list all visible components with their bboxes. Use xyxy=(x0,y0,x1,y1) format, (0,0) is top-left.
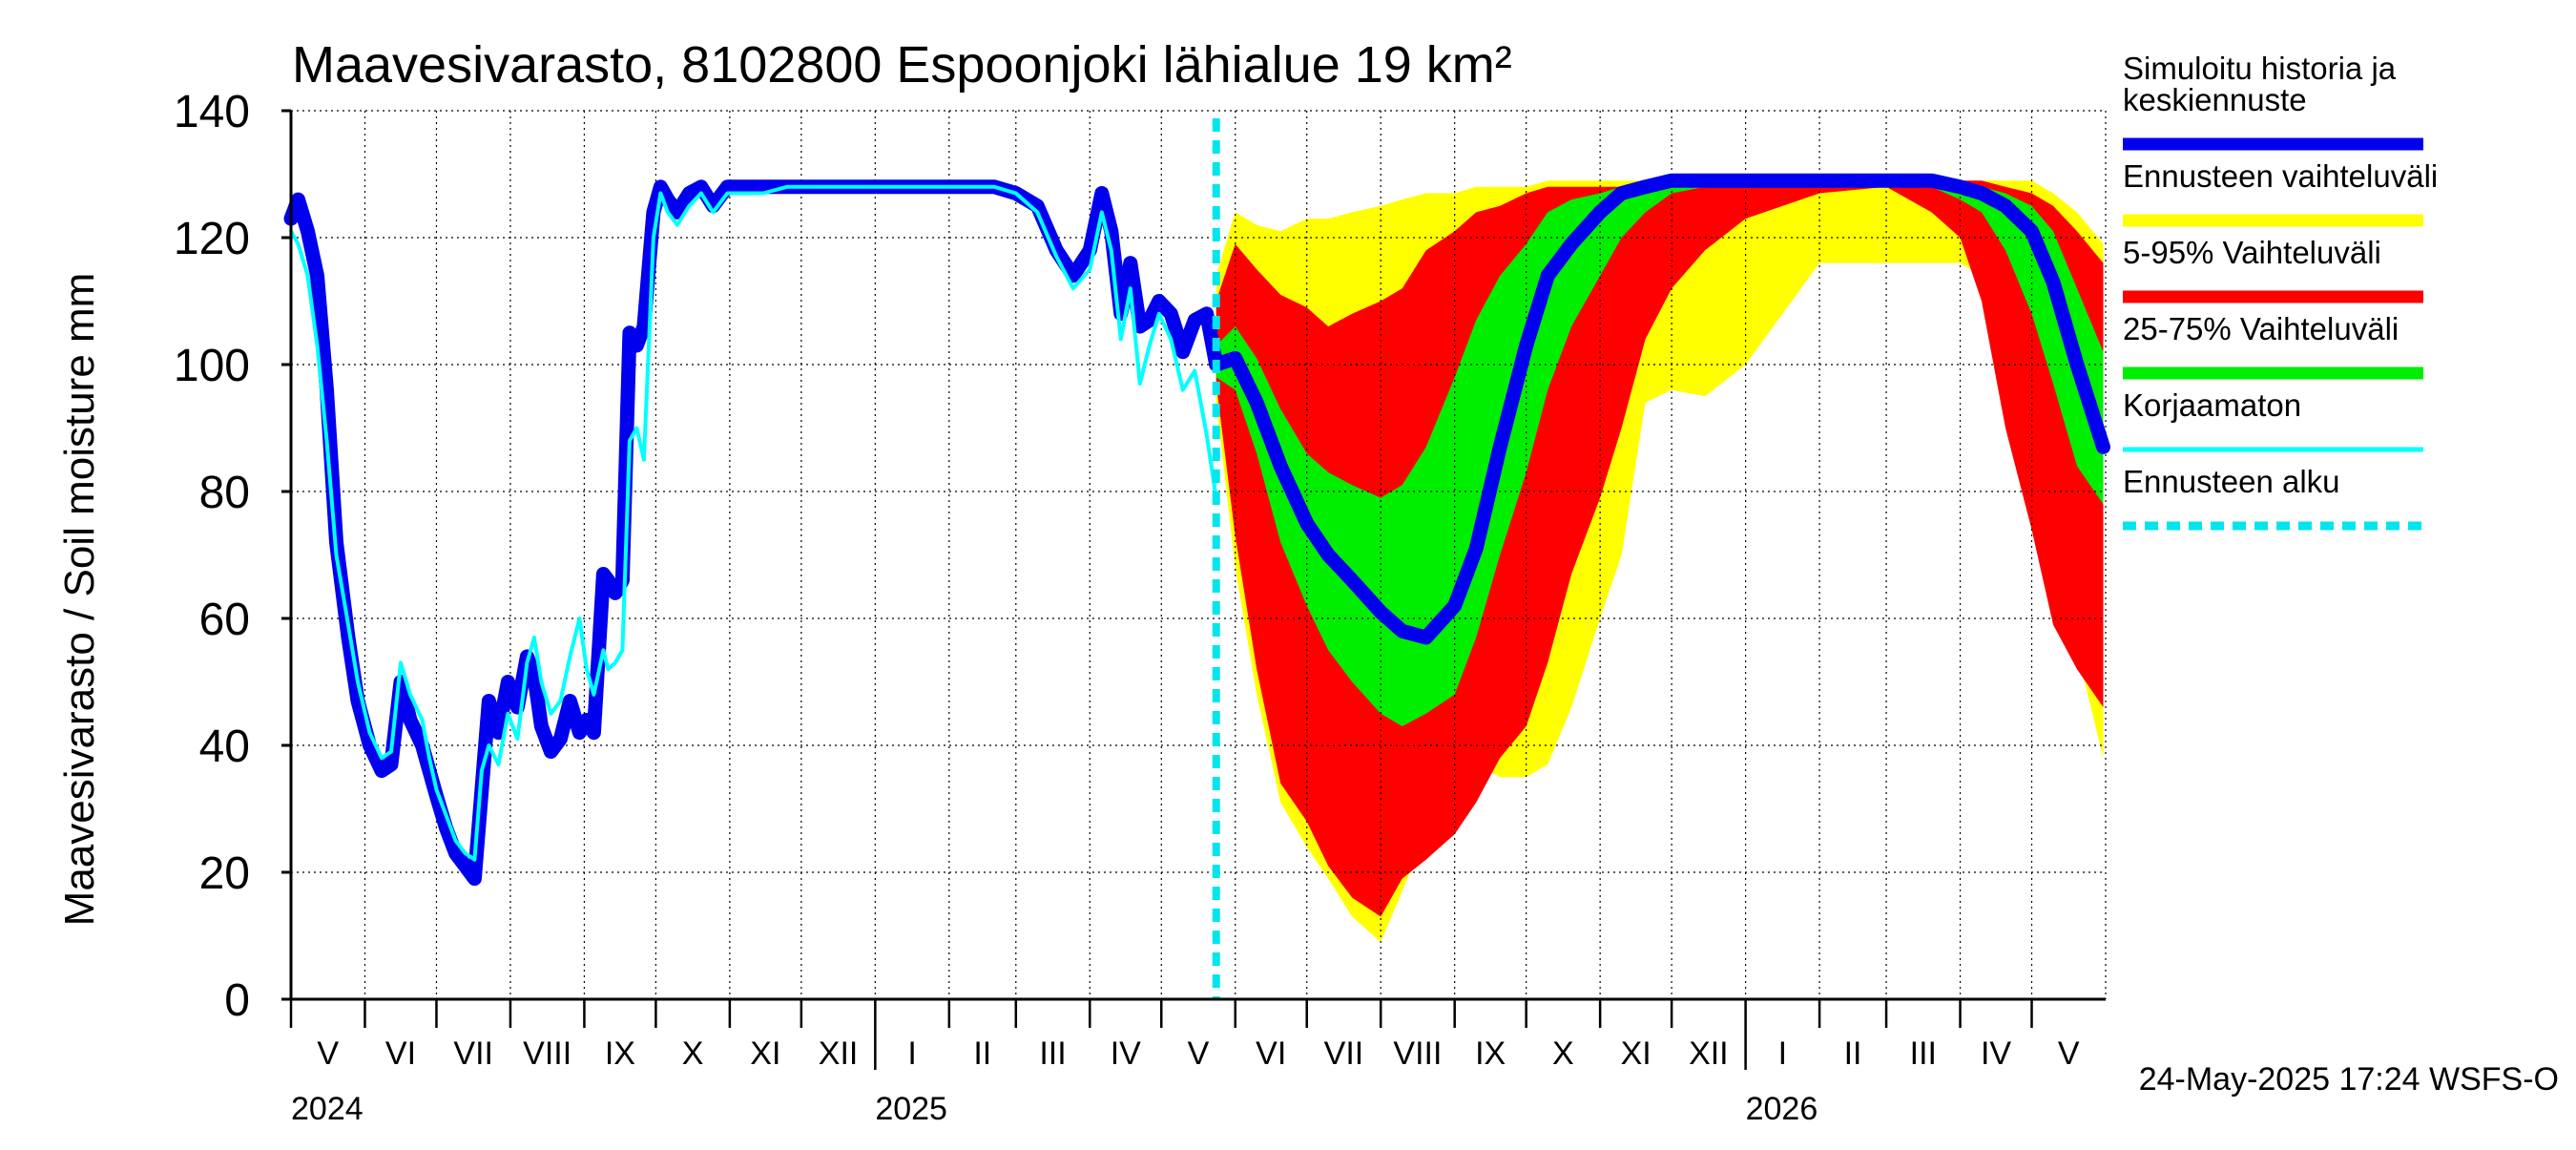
line-median-forecast xyxy=(1209,173,2110,645)
band-p5-95 xyxy=(1215,180,2104,917)
legend-label-3: 25-75% Vaihteluväli xyxy=(2123,311,2399,346)
month-label-20: I xyxy=(1778,1035,1787,1072)
chart-title: Maavesivarasto, 8102800 Espoonjoki lähia… xyxy=(292,36,1512,94)
month-label-2: VII xyxy=(453,1035,493,1072)
month-label-5: X xyxy=(682,1035,704,1072)
month-label-9: II xyxy=(973,1035,991,1072)
month-label-6: XI xyxy=(750,1035,780,1072)
band-p25-75 xyxy=(1215,180,2104,726)
month-label-22: III xyxy=(1910,1035,1937,1072)
legend-label-5: Ennusteen alku xyxy=(2123,464,2340,499)
y-tick-label-60: 60 xyxy=(199,595,250,645)
month-label-14: VII xyxy=(1324,1035,1364,1072)
legend-label-0-line2: keskiennuste xyxy=(2123,82,2307,117)
month-label-7: XII xyxy=(819,1035,859,1072)
year-label-2026: 2026 xyxy=(1746,1091,1818,1127)
y-tick-label-0: 0 xyxy=(224,975,250,1026)
y-tick-label-100: 100 xyxy=(174,341,250,391)
month-label-0: V xyxy=(317,1035,339,1072)
month-label-18: XI xyxy=(1621,1035,1652,1072)
month-label-19: XII xyxy=(1689,1035,1729,1072)
month-label-12: V xyxy=(1188,1035,1210,1072)
month-label-13: VI xyxy=(1256,1035,1286,1072)
legend-label-4: Korjaamaton xyxy=(2123,387,2301,423)
month-label-10: III xyxy=(1039,1035,1066,1072)
month-label-24: V xyxy=(2058,1035,2080,1072)
month-label-16: IX xyxy=(1475,1035,1506,1072)
month-label-23: IV xyxy=(1981,1035,2011,1072)
month-label-17: X xyxy=(1552,1035,1574,1072)
y-axis-label: Maavesivarasto / Soil moisture mm xyxy=(56,273,103,927)
y-tick-label-20: 20 xyxy=(199,848,250,899)
legend-label-2: 5-95% Vaihteluväli xyxy=(2123,235,2381,270)
month-label-21: II xyxy=(1844,1035,1862,1072)
month-label-11: IV xyxy=(1111,1035,1141,1072)
line-uncorrected xyxy=(289,184,1218,862)
y-tick-label-80: 80 xyxy=(199,468,250,518)
legend-label-1: Ennusteen vaihteluväli xyxy=(2123,158,2438,194)
month-label-1: VI xyxy=(385,1035,416,1072)
year-label-2024: 2024 xyxy=(291,1091,364,1127)
line-history xyxy=(283,179,1224,887)
month-label-15: VIII xyxy=(1393,1035,1442,1072)
footer-timestamp: 24-May-2025 17:24 WSFS-O xyxy=(2139,1061,2559,1098)
y-tick-label-120: 120 xyxy=(174,214,250,264)
y-tick-label-40: 40 xyxy=(199,721,250,772)
plot-area xyxy=(283,110,2110,999)
year-label-2025: 2025 xyxy=(875,1091,947,1127)
month-label-8: I xyxy=(907,1035,916,1072)
month-label-3: VIII xyxy=(523,1035,571,1072)
month-label-4: IX xyxy=(605,1035,635,1072)
y-tick-label-140: 140 xyxy=(174,87,250,137)
legend-label-0: Simuloitu historia ja xyxy=(2123,51,2397,86)
